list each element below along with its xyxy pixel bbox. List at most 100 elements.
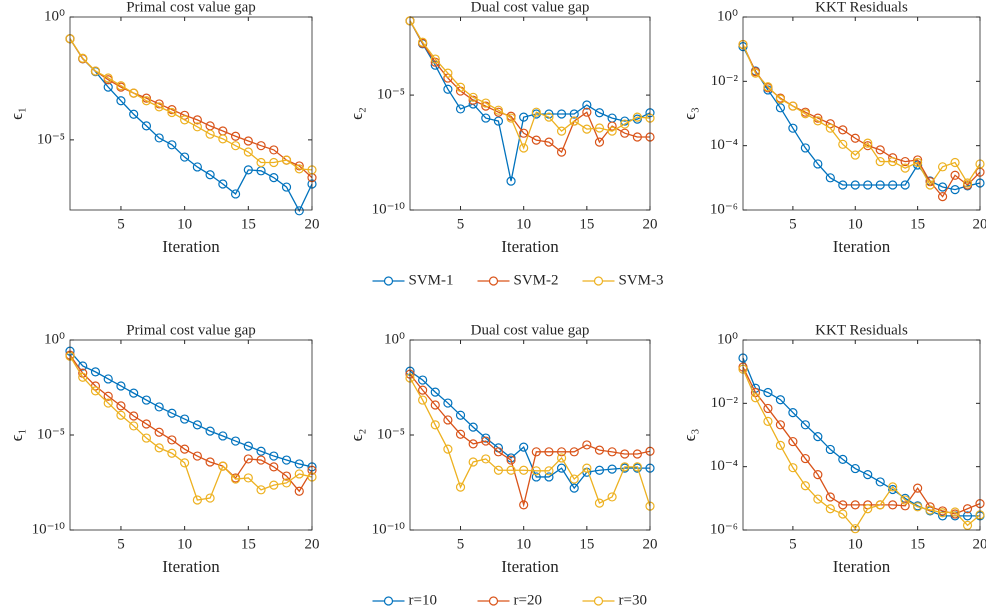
data-point <box>900 495 910 505</box>
chart-title: Dual cost value gap <box>471 322 590 338</box>
data-point <box>607 121 617 131</box>
data-point <box>582 124 592 134</box>
axes-box <box>69 16 313 211</box>
data-point <box>569 447 579 457</box>
data-point <box>218 179 228 189</box>
data-point <box>569 474 579 484</box>
x-tick-label: 20 <box>973 536 986 552</box>
x-tick-label: 5 <box>457 536 465 552</box>
data-point <box>294 459 304 469</box>
x-tick-label: 15 <box>579 216 594 232</box>
data-point <box>455 410 466 420</box>
data-point <box>281 471 292 481</box>
data-point <box>888 500 898 510</box>
data-point <box>531 472 541 482</box>
data-point <box>620 462 630 472</box>
y-axis-label: ϵ₃ <box>680 429 699 442</box>
data-point <box>825 504 835 514</box>
data-point <box>180 115 190 125</box>
data-point <box>103 73 113 83</box>
data-point <box>506 113 516 123</box>
data-point <box>850 500 860 510</box>
data-point <box>493 465 504 475</box>
axes-box <box>69 339 313 531</box>
data-point <box>468 439 478 449</box>
data-point <box>430 420 440 430</box>
data-point <box>243 454 253 464</box>
data-point <box>430 387 440 397</box>
series-line <box>69 350 313 468</box>
data-point <box>632 462 642 472</box>
data-point <box>129 88 139 98</box>
data-point <box>141 433 152 443</box>
data-point <box>594 108 605 118</box>
data-point <box>141 96 152 106</box>
data-point <box>850 133 860 143</box>
data-point <box>569 109 579 119</box>
data-point <box>103 391 113 401</box>
axes-box <box>742 339 981 531</box>
x-tick-label: 5 <box>117 536 125 552</box>
data-point <box>506 465 516 475</box>
data-point <box>531 135 541 145</box>
data-point <box>620 116 630 126</box>
data-point <box>519 500 529 510</box>
data-point <box>875 477 885 487</box>
data-point <box>582 463 592 473</box>
data-point <box>281 155 292 165</box>
data-point <box>825 444 835 455</box>
data-point <box>813 494 823 504</box>
data-point <box>192 162 202 172</box>
data-point <box>78 372 88 382</box>
y-tick-label: 10⁻⁵ <box>377 87 405 103</box>
data-point <box>775 420 786 430</box>
y-tick-label: 10⁻⁵ <box>37 426 65 442</box>
series-line <box>69 38 313 213</box>
data-point <box>192 495 202 505</box>
data-point <box>775 103 786 113</box>
x-axis-label: Iteration <box>501 237 559 256</box>
data-point <box>544 137 554 147</box>
data-point <box>455 82 466 92</box>
data-point <box>269 451 279 461</box>
data-point <box>800 143 810 153</box>
data-point <box>294 164 304 174</box>
data-point <box>913 155 923 165</box>
x-axis-label: Iteration <box>501 557 559 576</box>
series-line <box>742 44 981 198</box>
data-point <box>937 508 948 518</box>
data-point <box>281 182 292 192</box>
data-point <box>167 105 177 115</box>
data-point <box>430 400 440 410</box>
data-point <box>269 145 279 155</box>
data-point <box>788 407 798 418</box>
data-point <box>167 140 177 150</box>
data-point <box>256 455 266 465</box>
data-point <box>281 478 292 488</box>
data-point <box>556 453 567 463</box>
data-point <box>205 457 215 467</box>
data-point <box>825 123 835 133</box>
series-line <box>409 20 651 150</box>
data-point <box>813 116 823 126</box>
data-point <box>519 143 529 153</box>
data-point <box>468 95 478 105</box>
data-point <box>875 145 885 155</box>
series-line <box>409 370 650 490</box>
data-point <box>788 463 798 473</box>
data-point <box>569 116 579 126</box>
data-point <box>888 482 898 492</box>
data-point <box>481 433 491 443</box>
data-point <box>863 141 873 151</box>
data-point <box>468 422 478 432</box>
data-point <box>519 112 529 122</box>
data-point <box>506 455 516 465</box>
x-tick-label: 15 <box>910 536 925 552</box>
data-point <box>813 432 823 442</box>
chart-title: KKT Residuals <box>815 0 908 15</box>
y-tick-label: 10⁰ <box>44 8 65 24</box>
data-point <box>750 393 761 403</box>
axes-box <box>742 16 981 211</box>
data-point <box>103 398 113 408</box>
